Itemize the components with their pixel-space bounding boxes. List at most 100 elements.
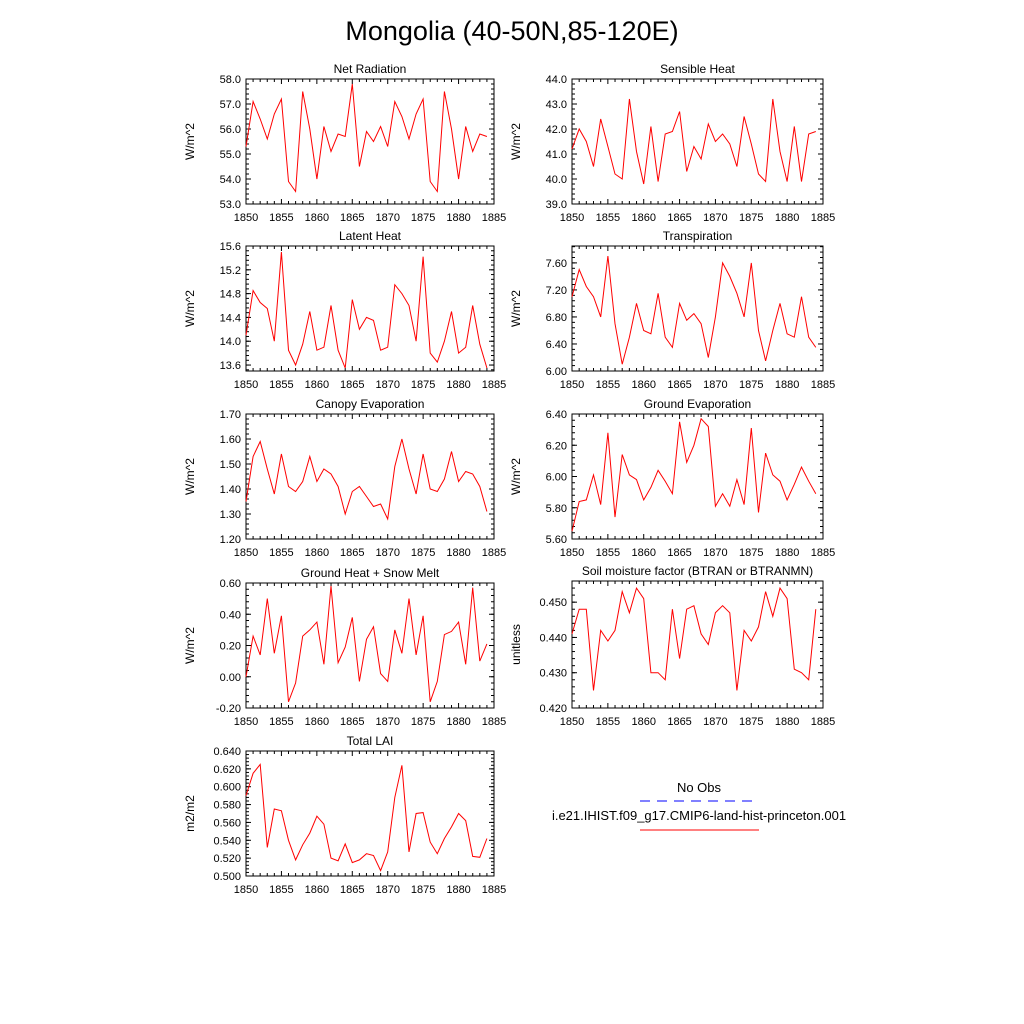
- y-tick-label: 1.60: [220, 434, 241, 446]
- x-tick-label: 1855: [269, 212, 293, 224]
- x-tick-label: 1850: [234, 716, 258, 728]
- y-axis-label: W/m^2: [183, 123, 197, 160]
- panel-latent-heat: Latent Heat W/m^2 1850 1855 1860 1865 1870 1875…: [183, 229, 506, 391]
- y-tick-label: 0.420: [539, 703, 567, 715]
- panel-title: Canopy Evaporation: [316, 397, 425, 411]
- plot-frame: [245, 245, 495, 372]
- x-tick-label: 1875: [411, 884, 435, 896]
- panel-ground-evaporation: Ground Evaporation W/m^2 1850 1855 1860 1865 1…: [509, 397, 835, 559]
- y-tick-label: 0.580: [213, 800, 241, 812]
- panel-title: Ground Evaporation: [644, 397, 751, 411]
- series-line: [245, 763, 488, 872]
- y-tick-label: 0.620: [213, 764, 241, 776]
- y-tick-label: 0.600: [213, 782, 241, 794]
- x-tick-label: 1875: [739, 716, 763, 728]
- y-tick-label: 14.4: [220, 312, 241, 324]
- panel-title: Total LAI: [347, 734, 394, 748]
- x-tick-label: 1850: [234, 547, 258, 559]
- x-tick-label: 1850: [560, 212, 584, 224]
- y-tick-label: 0.560: [213, 817, 241, 829]
- y-tick-label: 6.20: [546, 440, 567, 452]
- y-tick-label: 0.540: [213, 835, 241, 847]
- x-tick-label: 1850: [560, 716, 584, 728]
- x-tick-label: 1870: [703, 547, 727, 559]
- y-tick-label: 0.00: [220, 672, 241, 684]
- x-tick-label: 1885: [482, 884, 506, 896]
- y-tick-label: 1.20: [220, 534, 241, 546]
- x-tick-label: 1875: [411, 212, 435, 224]
- y-tick-label: 56.0: [220, 124, 241, 136]
- x-tick-label: 1870: [703, 716, 727, 728]
- x-tick-label: 1850: [234, 884, 258, 896]
- x-tick-label: 1850: [560, 379, 584, 391]
- x-tick-label: 1865: [667, 212, 691, 224]
- x-tick-label: 1865: [340, 716, 364, 728]
- panel-title: Sensible Heat: [660, 62, 735, 76]
- x-tick-label: 1885: [811, 379, 835, 391]
- x-tick-label: 1855: [269, 379, 293, 391]
- plot-frame: [245, 582, 495, 709]
- y-tick-label: 14.8: [220, 289, 241, 301]
- panel-total-lai: Total LAI m2/m2 1850 1855 1860 1865 1870 1875 18…: [183, 734, 506, 896]
- x-tick-label: 1870: [375, 884, 399, 896]
- x-tick-label: 1860: [631, 716, 655, 728]
- x-tick-label: 1855: [269, 884, 293, 896]
- x-tick-label: 1870: [703, 212, 727, 224]
- x-tick-label: 1860: [631, 379, 655, 391]
- x-tick-label: 1880: [446, 547, 470, 559]
- y-tick-label: 42.0: [546, 124, 567, 136]
- x-tick-label: 1870: [375, 716, 399, 728]
- x-tick-label: 1880: [446, 379, 470, 391]
- x-tick-label: 1885: [811, 716, 835, 728]
- plot-frame: [245, 750, 495, 877]
- y-axis-label: W/m^2: [509, 458, 523, 495]
- y-tick-label: 13.6: [220, 360, 241, 372]
- y-tick-label: 43.0: [546, 99, 567, 111]
- x-tick-label: 1865: [667, 379, 691, 391]
- y-tick-label: 6.80: [546, 312, 567, 324]
- x-tick-label: 1855: [596, 379, 620, 391]
- y-axis-label: unitless: [509, 624, 523, 665]
- panel-title: Transpiration: [663, 229, 733, 243]
- x-tick-label: 1870: [375, 212, 399, 224]
- y-tick-label: 1.40: [220, 484, 241, 496]
- y-tick-label: 15.2: [220, 265, 241, 277]
- x-tick-label: 1850: [560, 547, 584, 559]
- legend-label-no-obs: No Obs: [677, 780, 722, 795]
- x-tick-label: 1880: [775, 379, 799, 391]
- y-axis-label: W/m^2: [183, 458, 197, 495]
- y-tick-label: 15.6: [220, 241, 241, 253]
- y-tick-label: 14.0: [220, 336, 241, 348]
- x-tick-label: 1855: [596, 547, 620, 559]
- page-title: Mongolia (40-50N,85-120E): [345, 16, 678, 46]
- plot-frame: [245, 78, 495, 205]
- panel-title: Latent Heat: [339, 229, 402, 243]
- x-tick-label: 1875: [411, 547, 435, 559]
- series-line: [571, 417, 817, 532]
- panel-title: Soil moisture factor (BTRAN or BTRANMN): [582, 564, 813, 578]
- x-tick-label: 1870: [375, 379, 399, 391]
- panel-title: Ground Heat + Snow Melt: [301, 566, 440, 580]
- y-tick-label: 0.430: [539, 668, 567, 680]
- y-tick-label: 6.00: [546, 366, 567, 378]
- x-tick-label: 1850: [234, 379, 258, 391]
- y-tick-label: 40.0: [546, 174, 567, 186]
- x-tick-label: 1855: [596, 716, 620, 728]
- x-tick-label: 1850: [234, 212, 258, 224]
- y-tick-label: -0.20: [216, 703, 241, 715]
- x-tick-label: 1885: [482, 547, 506, 559]
- y-tick-label: 0.20: [220, 641, 241, 653]
- x-tick-label: 1855: [269, 716, 293, 728]
- series-line: [245, 586, 488, 702]
- series-line: [245, 438, 488, 521]
- panel-soil-moisture-factor-btran-or-btranmn: Soil moisture factor (BTRAN or BTRANMN) u…: [509, 564, 835, 728]
- y-axis-label: W/m^2: [509, 290, 523, 327]
- panel-transpiration: Transpiration W/m^2 1850 1855 1860 1865 1870 18…: [509, 229, 835, 391]
- x-tick-label: 1870: [375, 547, 399, 559]
- x-tick-label: 1865: [340, 379, 364, 391]
- series-line: [571, 586, 817, 691]
- y-tick-label: 7.60: [546, 258, 567, 270]
- legend-label-model: i.e21.IHIST.f09_g17.CMIP6-land-hist-prin…: [552, 808, 846, 823]
- y-tick-label: 55.0: [220, 149, 241, 161]
